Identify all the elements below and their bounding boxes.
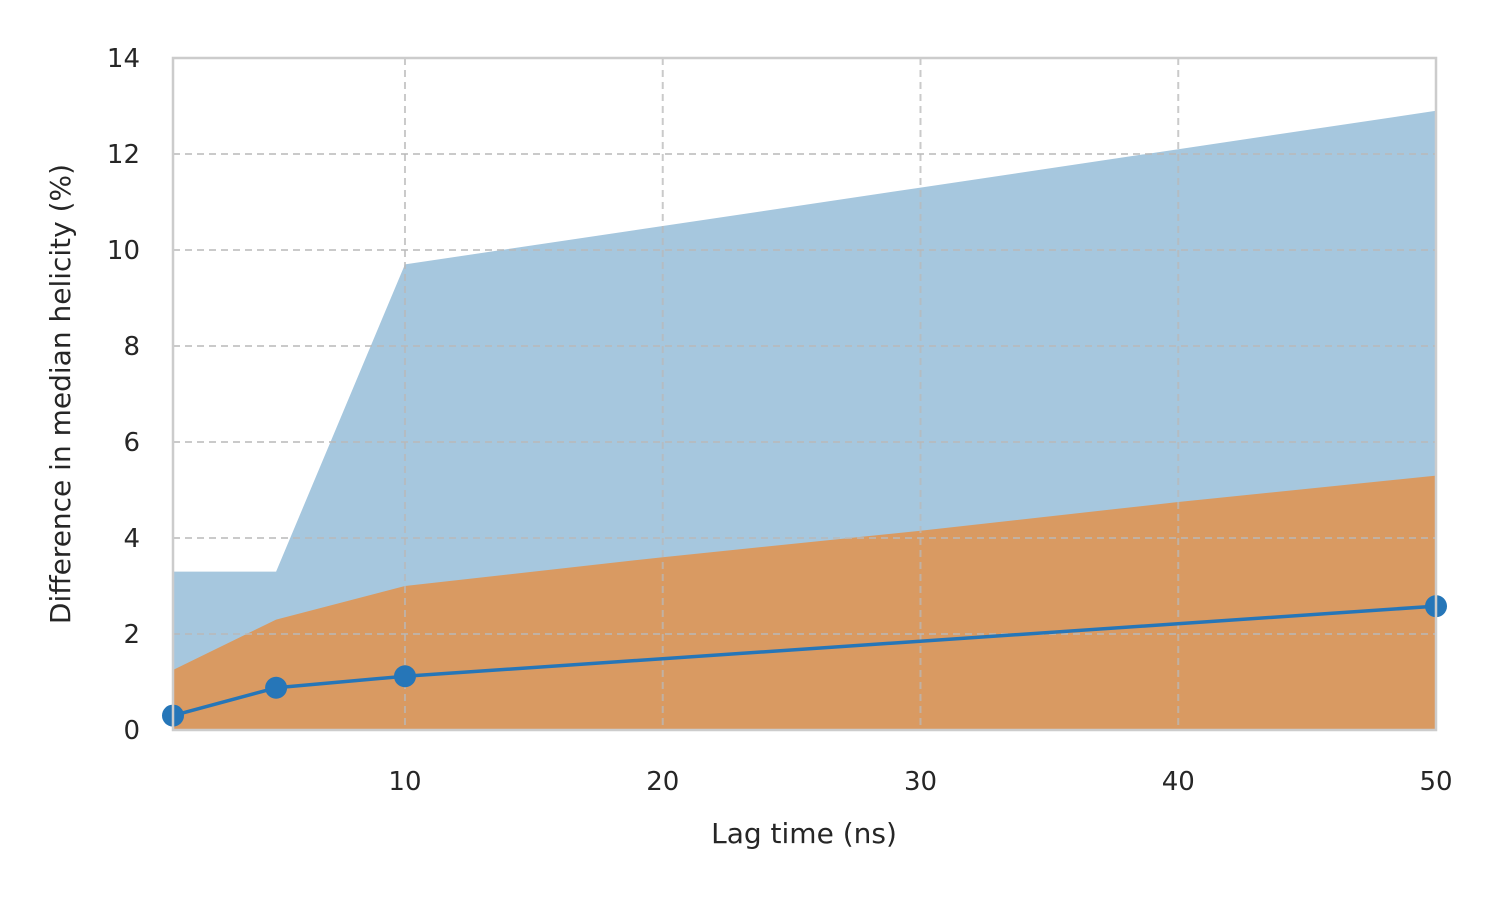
bands-layer	[173, 110, 1436, 731]
plot-frame	[171, 56, 1438, 732]
y-tick-label: 14	[107, 44, 140, 74]
y-tick-label: 4	[123, 524, 140, 554]
y-tick-label: 12	[107, 140, 140, 170]
y-tick-label: 6	[123, 428, 140, 458]
y-tick-label: 2	[123, 620, 140, 650]
y-axis-title: Difference in median helicity (%)	[44, 164, 77, 624]
series-line-1	[172, 604, 1437, 718]
x-tick-label: 10	[388, 767, 421, 797]
x-tick-label: 40	[1162, 767, 1195, 797]
grid-layer	[173, 58, 1436, 730]
series-point	[393, 665, 416, 688]
x-tick-label: 20	[646, 767, 679, 797]
x-tick-label: 30	[904, 767, 937, 797]
band-2	[173, 475, 1436, 730]
y-tick-label: 10	[107, 236, 140, 266]
x-axis-title: Lag time (ns)	[711, 817, 897, 850]
series-point	[265, 676, 288, 699]
y-tick-labels: 0 2 4 6 8 10 12 14	[107, 44, 140, 746]
y-tick-label: 0	[123, 716, 140, 746]
x-tick-label: 50	[1419, 767, 1452, 797]
y-tick-label: 8	[123, 332, 140, 362]
x-tick-labels: 10 20 30 40 50	[388, 767, 1452, 797]
